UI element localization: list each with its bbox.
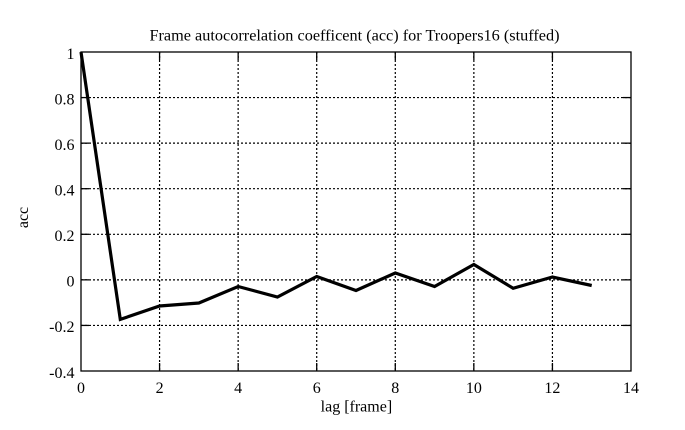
svg-text:0.2: 0.2 [55, 228, 75, 245]
svg-text:0.8: 0.8 [55, 91, 75, 108]
svg-text:6: 6 [313, 380, 321, 397]
svg-text:-0.4: -0.4 [49, 365, 74, 382]
svg-text:4: 4 [234, 380, 242, 397]
svg-text:12: 12 [544, 380, 560, 397]
svg-text:10: 10 [466, 380, 482, 397]
svg-text:0.4: 0.4 [55, 183, 75, 200]
svg-text:-0.2: -0.2 [49, 319, 74, 336]
svg-text:14: 14 [623, 380, 639, 397]
svg-text:8: 8 [391, 380, 399, 397]
svg-text:0: 0 [77, 380, 85, 397]
svg-text:0: 0 [67, 274, 75, 291]
svg-text:Frame autocorrelation coeffice: Frame autocorrelation coefficent (acc) f… [149, 26, 559, 44]
svg-text:1: 1 [67, 46, 75, 63]
svg-text:lag [frame]: lag [frame] [321, 399, 393, 416]
svg-text:acc: acc [15, 207, 32, 228]
svg-text:0.6: 0.6 [55, 137, 75, 154]
svg-text:2: 2 [156, 380, 164, 397]
